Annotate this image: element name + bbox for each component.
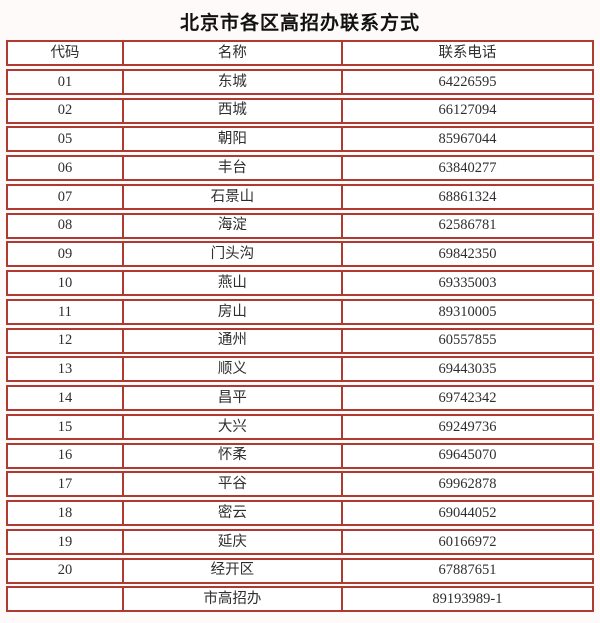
cell-name: 朝阳 <box>121 128 341 151</box>
table-row: 06 丰台 63840277 <box>6 155 594 181</box>
cell-phone: 68861324 <box>340 185 592 208</box>
table-row: 16 怀柔 69645070 <box>6 442 594 469</box>
table-row: 05 朝阳 85967044 <box>6 126 594 153</box>
cell-name: 顺义 <box>121 358 341 381</box>
cell-phone: 89310005 <box>340 300 592 323</box>
cell-phone: 69842350 <box>340 243 592 266</box>
cell-phone: 69249736 <box>340 415 592 438</box>
cell-phone: 63840277 <box>340 157 592 179</box>
cell-code: 20 <box>57 562 73 579</box>
table-row: 20 经开区 67887651 <box>6 557 594 584</box>
table-header-row: 代码 名称 联系电话 <box>6 40 594 66</box>
cell-name: 延庆 <box>121 530 341 553</box>
cell-code: 08 <box>57 217 73 234</box>
cell-phone: 60166972 <box>340 530 592 553</box>
cell-name: 昌平 <box>121 387 341 409</box>
table-row: 19 延庆 60166972 <box>6 528 594 555</box>
page-title: 北京市各区高招办联系方式 <box>179 13 420 34</box>
cell-name: 燕山 <box>121 272 341 294</box>
cell-name: 海淀 <box>121 214 341 237</box>
cell-phone: 69335003 <box>340 272 592 294</box>
cell-phone: 69044052 <box>340 502 592 524</box>
table-row: 01 东城 64226595 <box>6 68 594 95</box>
table-row: 18 密云 69044052 <box>6 500 594 526</box>
cell-name: 平谷 <box>121 473 341 496</box>
table-row: 08 海淀 62586781 <box>6 212 594 239</box>
cell-phone: 67887651 <box>340 559 592 582</box>
cell-phone: 85967044 <box>340 128 592 151</box>
cell-phone: 69443035 <box>340 358 592 381</box>
cell-code: 19 <box>57 533 73 550</box>
cell-code: 13 <box>57 361 73 377</box>
cell-code: 16 <box>57 447 73 464</box>
table-row: 17 平谷 69962878 <box>6 471 594 498</box>
cell-code: 11 <box>57 303 72 320</box>
cell-name: 大兴 <box>121 415 341 438</box>
cell-name: 通州 <box>121 329 341 352</box>
cell-name: 门头沟 <box>121 243 341 266</box>
column-header-name: 名称 <box>121 42 341 64</box>
cell-phone: 60557855 <box>340 329 592 352</box>
cell-code <box>8 588 122 610</box>
cell-name: 市高招办 <box>121 588 341 611</box>
cell-name: 丰台 <box>121 157 341 179</box>
table-row: 09 门头沟 69842350 <box>6 241 594 268</box>
table-row: 10 燕山 69335003 <box>6 270 594 296</box>
column-header-code: 代码 <box>50 44 80 61</box>
table-row: 07 石景山 68861324 <box>6 183 594 210</box>
table-row: 13 顺义 69443035 <box>6 356 594 383</box>
table-row: 12 通州 60557855 <box>6 327 594 354</box>
table-row: 11 房山 89310005 <box>6 298 594 325</box>
cell-code: 02 <box>57 102 73 119</box>
cell-name: 怀柔 <box>121 444 341 467</box>
table-row: 15 大兴 69249736 <box>6 413 594 440</box>
cell-code: 05 <box>57 131 73 147</box>
cell-code: 09 <box>57 246 73 262</box>
cell-phone: 62586781 <box>340 214 592 237</box>
table-body: 01 东城 64226595 02 西城 66127094 05 朝阳 85967044 06 丰台… <box>6 68 594 613</box>
cell-code: 18 <box>57 504 73 521</box>
cell-phone: 69962878 <box>340 473 592 496</box>
cell-name: 密云 <box>121 502 341 524</box>
cell-name: 经开区 <box>121 559 341 582</box>
cell-name: 东城 <box>121 70 341 93</box>
cell-phone: 64226595 <box>340 70 592 93</box>
cell-code: 01 <box>57 73 73 90</box>
cell-code: 17 <box>57 476 73 492</box>
table-row: 02 西城 66127094 <box>6 97 594 124</box>
table-row: 14 昌平 69742342 <box>6 385 594 411</box>
cell-phone: 66127094 <box>340 99 592 122</box>
cell-name: 西城 <box>121 99 341 122</box>
contact-table: 代码 名称 联系电话 01 东城 64226595 02 西城 66127094 05 朝阳 8… <box>6 40 594 613</box>
cell-name: 石景山 <box>121 185 341 208</box>
table-row: 市高招办 89193989-1 <box>6 586 594 613</box>
cell-code: 10 <box>57 274 73 291</box>
cell-code: 12 <box>57 332 73 349</box>
cell-name: 房山 <box>121 300 341 323</box>
cell-code: 15 <box>57 418 73 435</box>
column-header-phone: 联系电话 <box>340 42 592 64</box>
cell-code: 07 <box>57 188 73 205</box>
cell-code: 06 <box>57 159 73 176</box>
cell-code: 14 <box>57 389 73 406</box>
cell-phone: 89193989-1 <box>340 588 592 611</box>
cell-phone: 69742342 <box>340 387 592 409</box>
cell-phone: 69645070 <box>340 444 592 467</box>
